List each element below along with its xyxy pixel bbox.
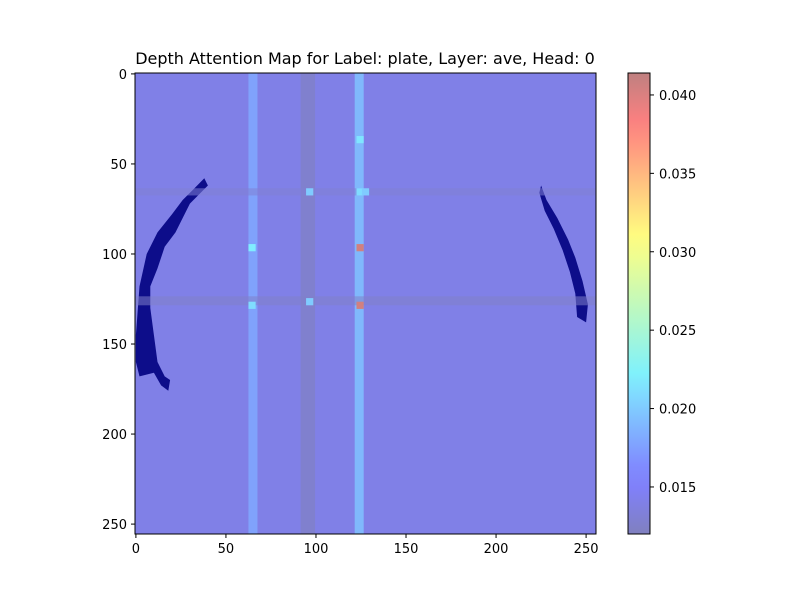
colorbar-gradient <box>628 73 650 534</box>
colorbar-tick-label-5: 0.040 <box>659 89 696 104</box>
hot-cell-5 <box>356 136 364 144</box>
hot-cell-9 <box>361 188 370 196</box>
depth-region-1 <box>135 178 208 391</box>
colorbar-frame <box>627 72 651 535</box>
colorbar: 0.015 0.020 0.025 0.030 0.035 0.040 <box>627 72 696 535</box>
colorbar-tick-label-2: 0.025 <box>659 324 696 339</box>
colorbar-tick-label-0: 0.015 <box>659 481 696 496</box>
y-tick-label-250: 250 <box>102 518 127 533</box>
x-tick-label-150: 150 <box>394 542 419 557</box>
y-tick-label-200: 200 <box>102 428 127 443</box>
y-tick-label-50: 50 <box>110 158 127 173</box>
y-tick-label-0: 0 <box>119 68 127 83</box>
hot-cell-4 <box>248 301 256 309</box>
x-tick-label-50: 50 <box>218 542 235 557</box>
y-tick-label-100: 100 <box>102 248 127 263</box>
horizontal-band-2 <box>135 296 596 306</box>
colorbar-tick-label-1: 0.020 <box>659 403 696 418</box>
y-tick-label-150: 150 <box>102 338 127 353</box>
hot-cell-8 <box>356 188 364 196</box>
chart-title: Depth Attention Map for Label: plate, La… <box>135 49 595 68</box>
depth-region-2 <box>539 185 588 323</box>
x-axis: 0 50 100 150 200 250 <box>132 534 599 557</box>
hot-cell-6 <box>306 188 314 196</box>
colorbar-tick-label-3: 0.030 <box>659 246 696 261</box>
hot-cell-1 <box>356 244 364 252</box>
hot-cell-3 <box>248 244 256 252</box>
colorbar-tick-label-4: 0.035 <box>659 167 696 182</box>
x-tick-label-250: 250 <box>574 542 599 557</box>
x-tick-label-200: 200 <box>484 542 509 557</box>
hot-cell-7 <box>306 298 314 306</box>
x-tick-label-100: 100 <box>304 542 329 557</box>
x-tick-label-0: 0 <box>132 542 140 557</box>
hot-cell-2 <box>356 301 364 309</box>
plot-frame <box>134 72 597 535</box>
y-axis: 0 50 100 150 200 250 <box>102 68 135 533</box>
